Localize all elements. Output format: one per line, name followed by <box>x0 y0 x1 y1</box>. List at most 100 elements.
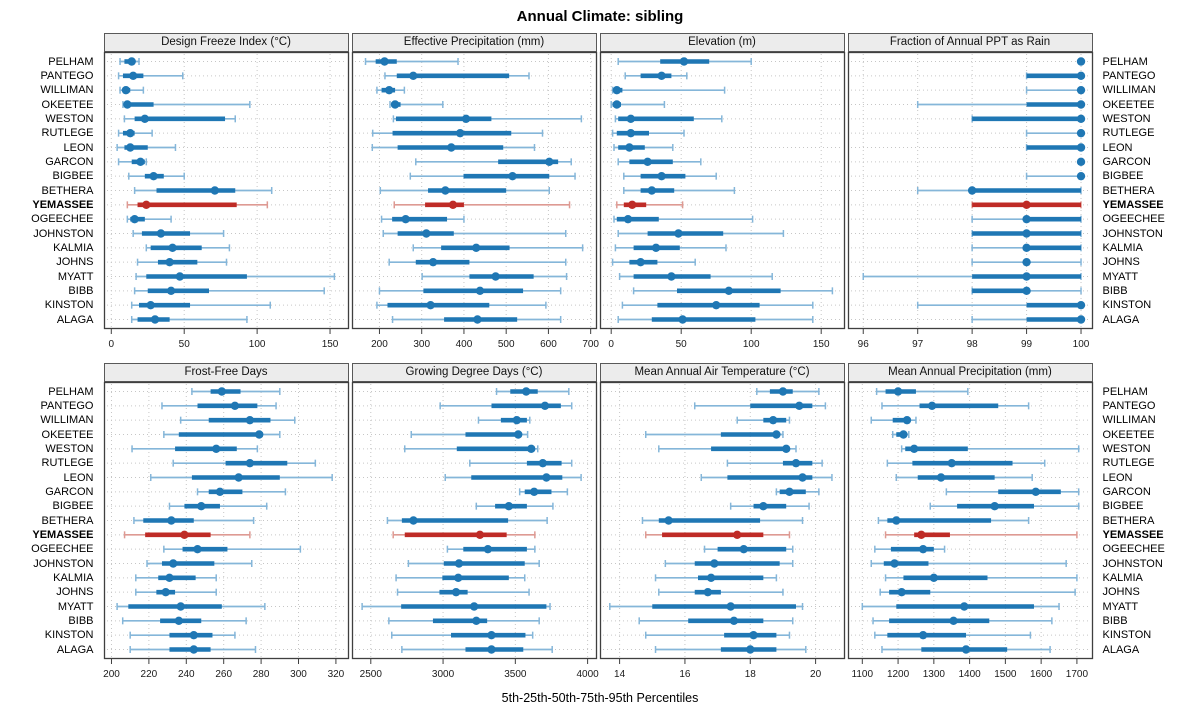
station-label: KALMIA <box>1102 241 1143 254</box>
axis-tick-label: 1400 <box>958 669 981 680</box>
percentile-row <box>145 243 230 253</box>
median-dot <box>889 559 899 568</box>
axis-tick-label: 50 <box>178 339 190 350</box>
percentile-row <box>1076 157 1085 167</box>
axis-tick-label: 240 <box>177 669 194 680</box>
panel-border <box>599 51 845 330</box>
station-label: GARCON <box>1102 155 1151 168</box>
median-dot <box>475 530 484 540</box>
panel-title: Fraction of Annual PPT as Rain <box>889 36 1051 48</box>
median-dot <box>425 300 435 310</box>
percentile-row <box>886 458 1045 468</box>
median-dot <box>612 100 621 109</box>
panel-plot: 96 97 98 99 100 <box>847 51 1093 350</box>
median-dot <box>916 530 926 540</box>
percentile-row <box>622 186 735 195</box>
percentile-row <box>128 630 236 640</box>
median-dot <box>148 171 158 181</box>
median-dot <box>1076 315 1085 324</box>
median-dot <box>471 616 481 626</box>
axis-tick-label: 100 <box>248 339 265 350</box>
panel-elevation-m: Elevation (m) 0 50 100 150 <box>599 33 845 355</box>
median-dot <box>724 286 733 296</box>
percentile-row <box>1025 85 1085 95</box>
median-dot <box>211 444 220 454</box>
axis-tick-label: 1500 <box>994 669 1017 680</box>
station-label: ALAGA <box>56 313 94 326</box>
median-dot <box>454 559 463 568</box>
station-label: PANTEGO <box>1102 69 1156 82</box>
percentile-row <box>916 300 1085 310</box>
median-dot <box>768 415 777 425</box>
median-dot <box>475 286 484 296</box>
percentile-row <box>133 186 272 195</box>
percentile-row <box>869 415 917 425</box>
percentile-row <box>755 387 820 396</box>
station-label: BIGBEE <box>1102 500 1144 513</box>
median-dot <box>127 57 136 66</box>
axis-tick-label: 97 <box>912 339 924 350</box>
median-dot <box>141 200 150 210</box>
station-label-column-right: PELHAM PANTEGO WILLIMAN OKEETEE WESTON RUTLEG… <box>1096 363 1176 685</box>
median-dot <box>902 415 911 425</box>
station-label: JOHNS <box>56 586 94 599</box>
axis-tick-label: 260 <box>215 669 232 680</box>
panel-strip: Fraction of Annual PPT as Rain <box>847 33 1093 52</box>
median-dot <box>453 573 462 583</box>
axis-tick-label: 100 <box>742 339 759 350</box>
median-dot <box>544 157 553 167</box>
station-label: OGEECHEE <box>1102 213 1165 226</box>
percentile-row <box>134 272 335 281</box>
median-dot <box>486 645 496 654</box>
station-label: OGEECHEE <box>31 543 94 556</box>
percentile-row <box>391 315 561 324</box>
station-label: LEON <box>63 471 94 484</box>
percentile-row <box>382 229 566 238</box>
percentile-row <box>130 300 271 310</box>
station-label: OKEETEE <box>1102 98 1155 111</box>
median-dot <box>390 100 399 109</box>
percentile-row <box>371 128 543 138</box>
median-dot <box>959 602 968 611</box>
median-dot <box>1021 229 1031 238</box>
median-dot <box>961 645 970 654</box>
median-dot <box>122 100 132 109</box>
median-dot <box>469 602 478 611</box>
station-label: PELHAM <box>1102 385 1148 398</box>
median-dot <box>791 458 800 468</box>
median-dot <box>709 559 719 568</box>
median-dot <box>706 573 715 583</box>
percentile-row <box>616 157 702 167</box>
percentile-row <box>693 401 826 411</box>
median-dot <box>129 214 139 224</box>
median-dot <box>1076 100 1085 109</box>
station-label: LEON <box>1102 141 1133 154</box>
median-dot <box>647 186 656 195</box>
percentile-row <box>616 229 784 238</box>
panel-plot: 0 50 100 150 <box>103 51 349 350</box>
percentile-row <box>123 114 236 124</box>
median-dot <box>140 114 149 124</box>
median-dot <box>504 501 513 511</box>
percentile-row <box>970 214 1082 224</box>
station-label: JOHNSTON <box>33 557 94 570</box>
percentile-row <box>873 630 1031 640</box>
percentile-row <box>117 128 153 138</box>
station-label: KINSTON <box>1102 629 1152 642</box>
percentile-row <box>171 458 316 468</box>
median-dot <box>175 602 185 611</box>
median-dot <box>1076 157 1085 167</box>
percentile-row <box>880 645 1051 654</box>
median-dot <box>400 214 410 224</box>
station-label: WESTON <box>45 112 94 125</box>
median-dot <box>656 171 666 181</box>
axis-tick-label: 16 <box>679 669 691 680</box>
panel-border <box>351 381 597 660</box>
axis-tick-label: 700 <box>582 339 599 350</box>
percentile-row <box>644 430 784 439</box>
panel-strip: Design Freeze Index (°C) <box>103 33 349 52</box>
percentile-row <box>700 473 833 482</box>
panel-plot: 200 220 240 260 280 300 320 <box>103 381 349 680</box>
axis-tick-label: 1200 <box>886 669 909 680</box>
median-dot <box>461 114 470 124</box>
